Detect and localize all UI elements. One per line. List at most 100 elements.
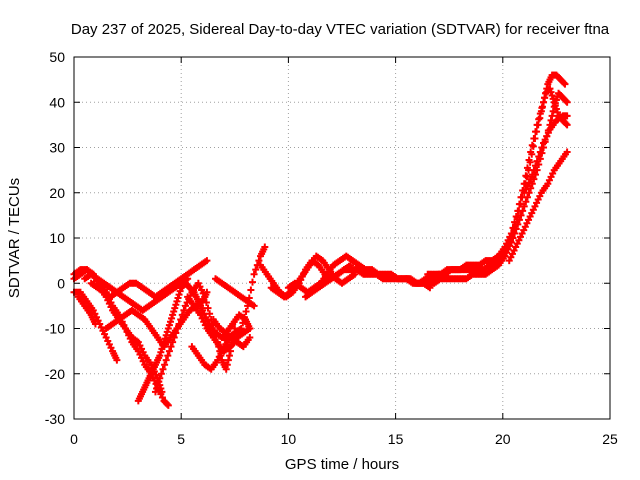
data-point bbox=[510, 225, 518, 233]
data-point bbox=[562, 97, 570, 105]
data-point bbox=[540, 98, 548, 106]
data-point bbox=[176, 287, 184, 295]
data-point bbox=[169, 338, 177, 346]
data-point bbox=[525, 156, 533, 164]
series-trace-13 bbox=[188, 334, 254, 373]
data-point bbox=[247, 286, 255, 294]
x-tick-label: 20 bbox=[495, 431, 511, 447]
x-axis: 0 5 10 15 20 25 bbox=[70, 57, 618, 447]
data-point bbox=[261, 243, 269, 251]
x-tick-label: 10 bbox=[281, 431, 297, 447]
chart-title: Day 237 of 2025, Sidereal Day-to-day VTE… bbox=[71, 21, 610, 38]
data-point bbox=[529, 142, 537, 150]
data-point bbox=[202, 298, 210, 306]
y-tick-label: 30 bbox=[49, 140, 65, 156]
y-tick-label: 50 bbox=[49, 49, 65, 65]
data-point bbox=[158, 345, 166, 353]
data-point bbox=[167, 343, 175, 351]
data-point bbox=[113, 356, 121, 364]
data-point bbox=[517, 211, 525, 219]
data-point bbox=[248, 278, 256, 286]
series-trace-11 bbox=[209, 311, 254, 337]
data-point bbox=[174, 294, 182, 302]
data-point bbox=[151, 388, 159, 396]
data-point bbox=[168, 314, 176, 322]
y-tick-label: 0 bbox=[57, 275, 65, 291]
data-point bbox=[158, 388, 166, 396]
data-point bbox=[536, 110, 544, 118]
data-point bbox=[553, 108, 561, 116]
data-point bbox=[203, 288, 211, 296]
data-point bbox=[563, 98, 571, 106]
plot-frame bbox=[73, 56, 611, 420]
data-point bbox=[523, 173, 531, 181]
data-point bbox=[246, 334, 254, 342]
x-tick-label: 0 bbox=[70, 431, 78, 447]
data-point bbox=[509, 224, 517, 232]
data-point bbox=[535, 115, 543, 123]
data-point bbox=[157, 370, 165, 378]
data-point bbox=[156, 352, 164, 360]
data-point bbox=[514, 207, 522, 215]
data-point bbox=[224, 356, 232, 364]
data-point bbox=[246, 325, 254, 332]
y-tick-label: 10 bbox=[49, 230, 65, 246]
data-point bbox=[250, 270, 258, 278]
data-point bbox=[173, 325, 181, 332]
data-point bbox=[155, 378, 163, 386]
data-point bbox=[161, 335, 169, 343]
data-point bbox=[548, 91, 556, 99]
series-trace-6 bbox=[87, 257, 211, 301]
data-point bbox=[210, 327, 218, 335]
data-point bbox=[159, 365, 167, 373]
data-point bbox=[157, 348, 165, 356]
data-point bbox=[527, 148, 535, 156]
x-axis-label: GPS time / hours bbox=[285, 456, 399, 473]
data-point bbox=[161, 361, 169, 369]
data-point bbox=[520, 202, 528, 210]
data-point bbox=[533, 121, 541, 129]
data-point bbox=[561, 80, 569, 88]
data-point bbox=[163, 328, 171, 336]
data-point bbox=[204, 304, 212, 312]
data-point bbox=[178, 311, 186, 319]
data-point bbox=[165, 347, 173, 355]
data-point bbox=[163, 400, 171, 408]
data-point bbox=[551, 102, 559, 110]
data-point bbox=[531, 162, 539, 170]
data-point bbox=[528, 171, 536, 179]
data-point bbox=[549, 95, 557, 103]
data-point bbox=[170, 334, 178, 342]
series-trace-19 bbox=[424, 71, 569, 278]
data-point bbox=[527, 175, 535, 183]
data-point bbox=[543, 85, 551, 93]
data-point bbox=[223, 361, 231, 369]
series-trace-20 bbox=[505, 148, 571, 265]
x-tick-label: 25 bbox=[602, 431, 618, 447]
data-point bbox=[542, 89, 550, 97]
data-point bbox=[563, 121, 571, 129]
data-point bbox=[203, 257, 211, 265]
y-tick-label: -10 bbox=[45, 321, 65, 337]
y-axis-label: SDTVAR / TECUs bbox=[6, 178, 23, 298]
series-trace-17 bbox=[302, 89, 571, 301]
data-point bbox=[173, 297, 181, 305]
data-point bbox=[162, 331, 170, 339]
data-point bbox=[548, 112, 556, 120]
data-point bbox=[523, 164, 531, 172]
x-tick-label: 5 bbox=[177, 431, 185, 447]
data-point bbox=[175, 291, 183, 299]
x-tick-label: 15 bbox=[388, 431, 404, 447]
y-tick-label: 20 bbox=[49, 185, 65, 201]
data-point bbox=[530, 166, 538, 174]
data-point bbox=[242, 308, 250, 316]
data-point bbox=[171, 304, 179, 312]
data-point bbox=[563, 148, 571, 156]
data-point bbox=[172, 329, 180, 337]
data-point bbox=[162, 356, 170, 364]
data-point bbox=[560, 79, 568, 87]
data-point bbox=[535, 153, 543, 161]
data-point bbox=[528, 141, 536, 149]
data-point bbox=[153, 384, 161, 392]
